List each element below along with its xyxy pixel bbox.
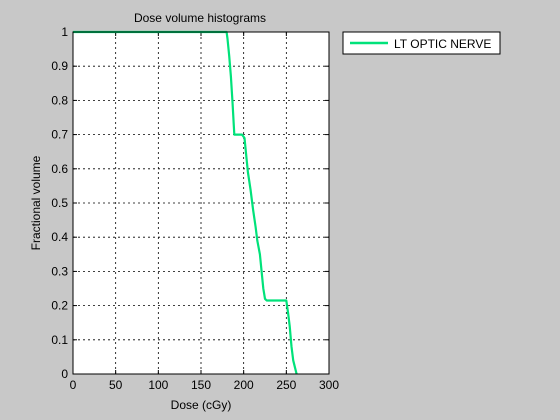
x-axis-label: Dose (cGy)	[171, 398, 232, 412]
y-tick-label: 0.7	[51, 128, 68, 142]
tick-labels: 0 50 100 150 200 250 300 0 0.1 0.2 0.3 0.4 0.5 0.6 0.7…	[51, 25, 339, 392]
x-tick-label: 200	[234, 378, 254, 392]
x-tick-label: 150	[191, 378, 211, 392]
y-tick-label: 1	[61, 25, 68, 39]
y-tick-label: 0.1	[51, 333, 68, 347]
x-tick-label: 250	[276, 378, 296, 392]
series-line	[73, 30, 298, 375]
x-tick-label: 50	[109, 378, 123, 392]
y-tick-label: 0.3	[51, 264, 68, 278]
y-tick-label: 0.9	[51, 59, 68, 73]
x-tick-label: 300	[319, 378, 339, 392]
y-tick-label: 0	[61, 367, 68, 381]
series-layer	[73, 30, 298, 375]
y-axis-label: Fractional volume	[29, 155, 43, 250]
legend-label: LT OPTIC NERVE	[394, 37, 491, 51]
legend-box	[342, 31, 501, 55]
y-tick-label: 0.8	[51, 93, 68, 107]
x-tick-label: 100	[148, 378, 168, 392]
legend: LT OPTIC NERVE	[342, 31, 501, 55]
y-tick-label: 0.6	[51, 162, 68, 176]
grid-lines	[73, 32, 329, 374]
y-tick-label: 0.2	[51, 299, 68, 313]
chart-title: Dose volume histograms	[134, 11, 266, 25]
x-tick-label: 0	[70, 378, 77, 392]
y-tick-label: 0.4	[51, 230, 68, 244]
y-tick-label: 0.5	[51, 196, 68, 210]
plot-frame	[72, 31, 330, 375]
